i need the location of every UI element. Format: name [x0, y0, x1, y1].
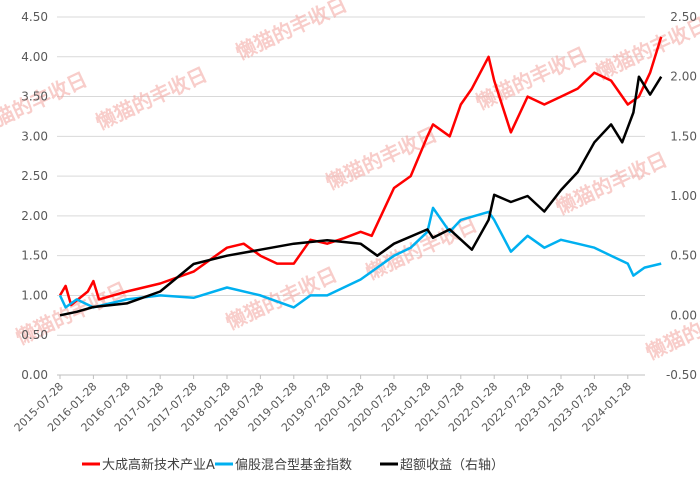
watermark: 懒猫的丰收日	[552, 147, 671, 219]
series-line-1	[58, 206, 662, 309]
watermarks: 懒猫的丰收日懒猫的丰收日懒猫的丰收日懒猫的丰收日懒猫的丰收日懒猫的丰收日懒猫的丰…	[0, 0, 700, 365]
legend-item: 偏股混合型基金指数	[215, 457, 352, 473]
watermark: 懒猫的丰收日	[92, 62, 211, 134]
watermark: 懒猫的丰收日	[642, 292, 700, 364]
right-tick-label: 2.50	[670, 10, 697, 24]
left-tick-label: 2.00	[21, 209, 48, 223]
watermark: 懒猫的丰收日	[222, 262, 341, 334]
legend-label: 偏股混合型基金指数	[235, 457, 352, 473]
watermark: 懒猫的丰收日	[362, 212, 481, 284]
x-axis-ticks: 2015-07-282016-01-282016-07-282017-01-28…	[12, 375, 634, 434]
right-tick-label: -0.50	[666, 368, 697, 382]
right-tick-label: 0.50	[670, 249, 697, 263]
legend-item: 超额收益（右轴）	[380, 458, 504, 473]
series-line-2	[59, 75, 663, 317]
right-tick-label: 1.00	[670, 189, 697, 203]
series-line-0	[58, 36, 663, 307]
legend: 大成高新技术产业A 偏股混合型基金指数 超额收益（右轴）	[82, 457, 504, 473]
legend-label: 超额收益（右轴）	[400, 458, 504, 473]
left-axis-ticks: 0.00 0.50 1.00 1.50 2.00 2.50 3.00 3.50 4.00 4.50	[21, 10, 48, 382]
left-tick-label: 2.50	[21, 169, 48, 183]
left-tick-label: 3.50	[21, 90, 48, 104]
legend-item: 大成高新技术产业A	[82, 457, 215, 473]
left-tick-label: 0.00	[21, 368, 48, 382]
left-tick-label: 3.00	[21, 129, 48, 143]
left-tick-label: 4.00	[21, 50, 48, 64]
right-tick-label: 1.50	[670, 129, 697, 143]
series-lines	[58, 36, 663, 317]
watermark: 懒猫的丰收日	[232, 0, 351, 65]
left-tick-label: 1.50	[21, 249, 48, 263]
watermark: 懒猫的丰收日	[472, 42, 591, 114]
right-tick-label: 2.00	[670, 70, 697, 84]
left-tick-label: 1.00	[21, 288, 48, 302]
left-tick-label: 4.50	[21, 10, 48, 24]
right-axis-ticks: -0.50 0.00 0.50 1.00 1.50 2.00 2.50	[666, 10, 697, 382]
left-tick-label: 0.50	[21, 328, 48, 342]
right-tick-label: 0.00	[670, 308, 697, 322]
watermark: 懒猫的丰收日	[322, 122, 441, 194]
legend-label: 大成高新技术产业A	[102, 457, 215, 473]
